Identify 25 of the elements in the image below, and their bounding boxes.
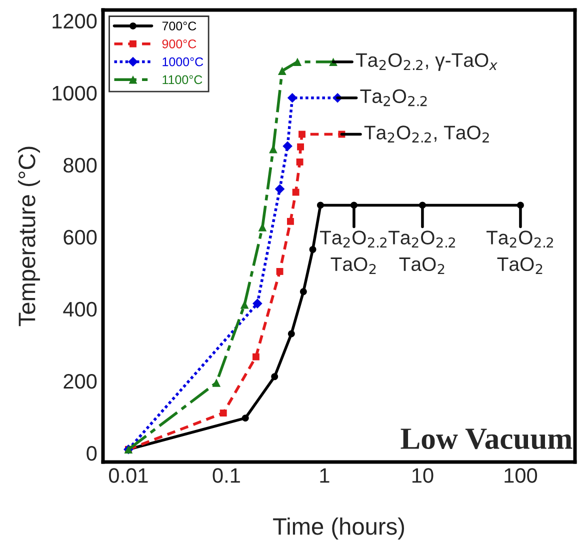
y-axis-title: Temperature (°C) xyxy=(18,146,40,326)
y-tick-label: 1000 xyxy=(52,86,97,101)
x-tick-label: 1 xyxy=(320,468,330,483)
legend-label: 700°C xyxy=(162,22,196,30)
y-tick-label: 800 xyxy=(64,158,97,173)
annotation: Ta$_{2}$O$_{2.2}$, γ-TaO$_{x}$ xyxy=(356,53,498,71)
annotation: Ta$_{2}$O$_{2.2}$ xyxy=(360,89,427,106)
x-tick-label: 10 xyxy=(412,468,434,483)
legend-label: 1100°C xyxy=(162,75,202,84)
x-tick-label: 100 xyxy=(504,468,538,483)
y-tick-label: 400 xyxy=(63,302,97,317)
annotation: Ta$_{2}$O$_{2.2}$ TaO$_{2}$ xyxy=(320,230,386,274)
y-tick-label: 200 xyxy=(64,374,97,389)
legend-label: 900°C xyxy=(162,39,196,48)
annotation: Ta$_{2}$O$_{2.2}$ TaO$_{2}$ xyxy=(486,230,553,274)
y-tick-label: 1200 xyxy=(52,14,97,29)
y-tick-label: 0 xyxy=(86,446,97,461)
annotation: Ta$_{2}$O$_{2.2}$, TaO$_{2}$ xyxy=(364,126,489,142)
legend-label: 1000°C xyxy=(162,57,204,66)
annotation: Ta$_{2}$O$_{2.2}$ TaO$_{2}$ xyxy=(388,230,455,274)
x-tick-label: 0.01 xyxy=(108,468,148,483)
y-tick-label: 600 xyxy=(64,230,97,245)
annotation: Low Vacuum xyxy=(400,428,572,450)
x-tick-label: 0.1 xyxy=(212,468,240,483)
x-axis-title: Time (hours) xyxy=(273,518,404,540)
